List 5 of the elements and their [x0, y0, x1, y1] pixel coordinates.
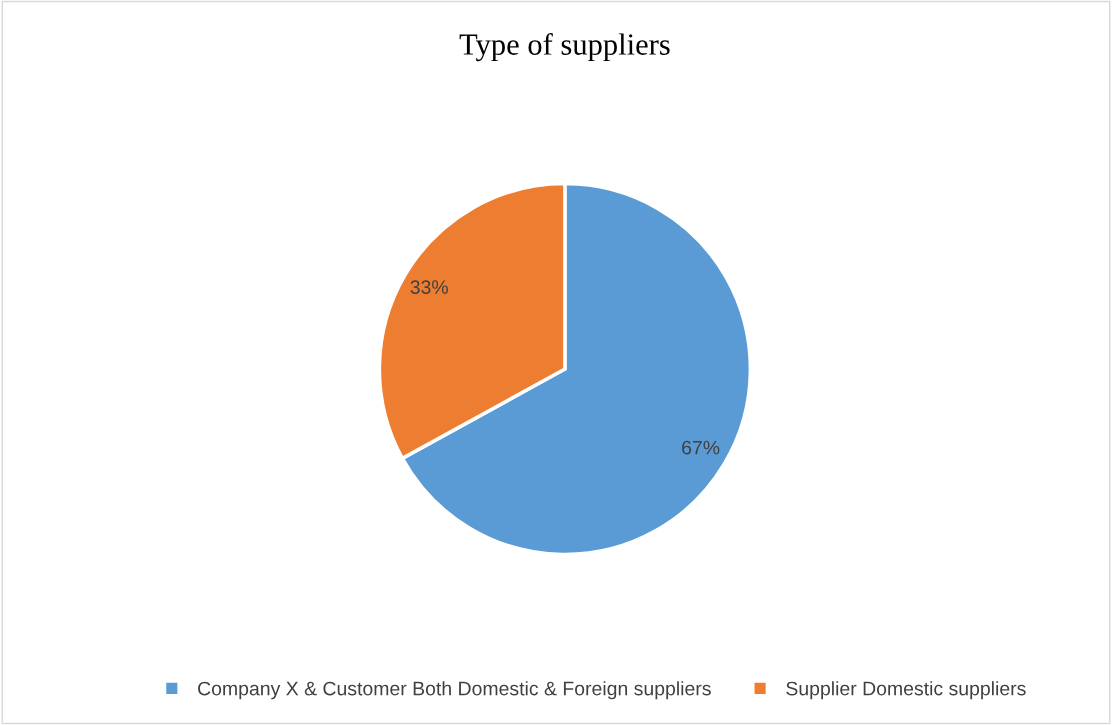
data-label: 33% [410, 280, 448, 294]
chart-title: Type of suppliers [459, 33, 670, 62]
legend-label: Company X & Customer Both Domestic & Foreign suppliers [198, 681, 711, 700]
legend-label: Supplier Domestic suppliers [786, 681, 1026, 700]
data-label: 67% [682, 440, 720, 455]
